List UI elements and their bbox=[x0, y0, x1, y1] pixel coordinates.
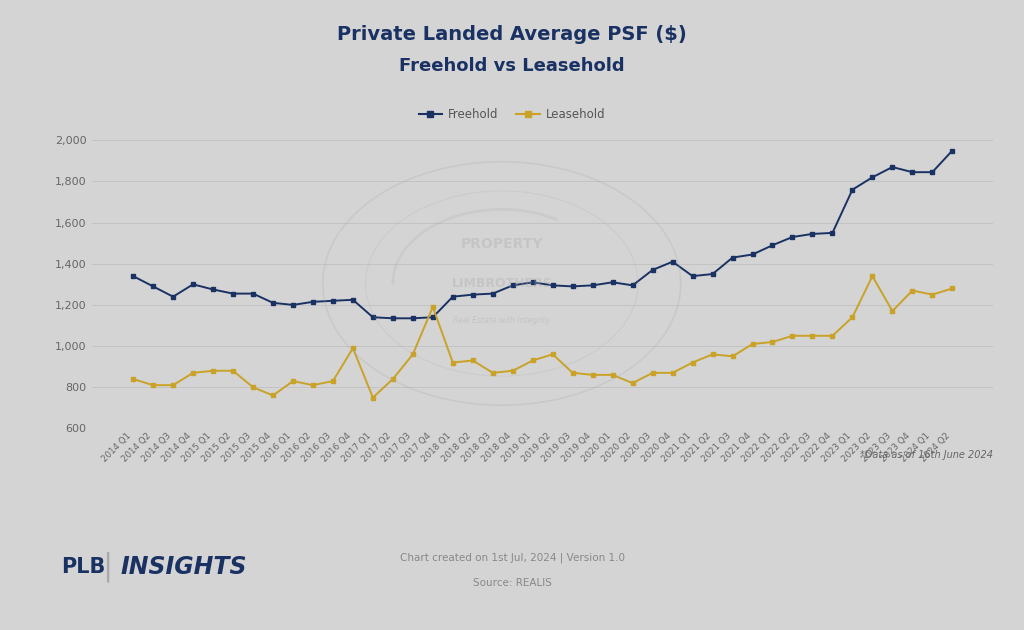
Freehold bbox=[866, 173, 879, 181]
Freehold bbox=[766, 241, 778, 249]
Freehold bbox=[207, 285, 219, 293]
Freehold bbox=[587, 282, 599, 289]
Freehold bbox=[167, 293, 179, 301]
Freehold bbox=[267, 299, 280, 307]
Leasehold bbox=[147, 381, 160, 389]
Leasehold bbox=[746, 340, 759, 348]
Leasehold bbox=[227, 367, 240, 375]
Freehold bbox=[147, 283, 160, 290]
Text: Source: REALIS: Source: REALIS bbox=[472, 578, 552, 588]
Freehold bbox=[526, 278, 539, 286]
Leasehold bbox=[267, 392, 280, 399]
Leasehold bbox=[187, 369, 200, 377]
Leasehold bbox=[407, 350, 419, 358]
Leasehold bbox=[427, 303, 439, 311]
Leasehold bbox=[347, 345, 359, 352]
Freehold bbox=[946, 147, 958, 154]
Freehold bbox=[646, 266, 658, 273]
Leasehold bbox=[606, 371, 618, 379]
Freehold bbox=[407, 314, 419, 322]
Freehold bbox=[746, 251, 759, 258]
Freehold bbox=[806, 230, 818, 238]
Freehold bbox=[127, 272, 139, 280]
Leasehold bbox=[846, 314, 858, 321]
Leasehold bbox=[866, 272, 879, 280]
Freehold bbox=[367, 314, 379, 321]
Freehold bbox=[187, 280, 200, 288]
Leasehold bbox=[327, 377, 339, 385]
Leasehold bbox=[287, 377, 299, 385]
Leasehold bbox=[926, 291, 938, 299]
Line: Freehold: Freehold bbox=[131, 148, 954, 321]
Freehold bbox=[846, 186, 858, 193]
Text: Private Landed Average PSF ($): Private Landed Average PSF ($) bbox=[337, 25, 687, 44]
Leasehold bbox=[886, 307, 898, 315]
Line: Leasehold: Leasehold bbox=[131, 274, 954, 400]
Freehold bbox=[387, 314, 399, 322]
Leasehold bbox=[786, 332, 799, 340]
Freehold bbox=[926, 168, 938, 176]
Leasehold bbox=[526, 357, 539, 364]
Freehold bbox=[707, 270, 719, 278]
Leasehold bbox=[946, 285, 958, 292]
Text: PLB: PLB bbox=[61, 557, 105, 577]
Text: LIMBROTHERS: LIMBROTHERS bbox=[452, 277, 552, 290]
Leasehold bbox=[726, 353, 738, 360]
Leasehold bbox=[247, 384, 259, 391]
Leasehold bbox=[167, 381, 179, 389]
Leasehold bbox=[446, 358, 459, 366]
Leasehold bbox=[667, 369, 679, 377]
Freehold bbox=[467, 291, 479, 299]
Leasehold bbox=[686, 358, 698, 366]
Freehold bbox=[347, 296, 359, 304]
Freehold bbox=[486, 290, 499, 297]
Text: Chart created on 1st Jul, 2024 | Version 1.0: Chart created on 1st Jul, 2024 | Version… bbox=[399, 553, 625, 563]
Freehold bbox=[247, 290, 259, 297]
Leasehold bbox=[507, 367, 519, 375]
Leasehold bbox=[646, 369, 658, 377]
Text: PROPERTY: PROPERTY bbox=[461, 237, 543, 251]
Legend: Freehold, Leasehold: Freehold, Leasehold bbox=[414, 103, 610, 126]
Freehold bbox=[566, 283, 579, 290]
Leasehold bbox=[127, 375, 139, 383]
Freehold bbox=[606, 278, 618, 286]
Freehold bbox=[667, 258, 679, 265]
Freehold bbox=[307, 298, 319, 306]
Leasehold bbox=[707, 350, 719, 358]
Leasehold bbox=[766, 338, 778, 346]
Leasehold bbox=[806, 332, 818, 340]
Leasehold bbox=[566, 369, 579, 377]
Freehold bbox=[507, 282, 519, 289]
Leasehold bbox=[906, 287, 919, 294]
Freehold bbox=[906, 168, 919, 176]
Freehold bbox=[547, 282, 559, 289]
Freehold bbox=[627, 282, 639, 289]
Leasehold bbox=[826, 332, 839, 340]
Text: *Data as of 16th June 2024: *Data as of 16th June 2024 bbox=[860, 450, 993, 461]
Freehold bbox=[446, 293, 459, 301]
Freehold bbox=[427, 314, 439, 321]
Leasehold bbox=[207, 367, 219, 375]
Freehold bbox=[327, 297, 339, 304]
Leasehold bbox=[367, 394, 379, 401]
Leasehold bbox=[467, 357, 479, 364]
Freehold bbox=[287, 301, 299, 309]
Text: |: | bbox=[102, 552, 113, 582]
Leasehold bbox=[307, 381, 319, 389]
Leasehold bbox=[486, 369, 499, 377]
Freehold bbox=[786, 233, 799, 241]
Freehold bbox=[686, 272, 698, 280]
Text: INSIGHTS: INSIGHTS bbox=[121, 555, 248, 579]
Leasehold bbox=[627, 379, 639, 387]
Text: Freehold vs Leasehold: Freehold vs Leasehold bbox=[399, 57, 625, 75]
Freehold bbox=[826, 229, 839, 237]
Freehold bbox=[227, 290, 240, 297]
Leasehold bbox=[587, 371, 599, 379]
Freehold bbox=[726, 254, 738, 261]
Leasehold bbox=[547, 350, 559, 358]
Freehold bbox=[886, 163, 898, 171]
Leasehold bbox=[387, 375, 399, 383]
Text: Real Estate with Integrity: Real Estate with Integrity bbox=[454, 316, 550, 325]
